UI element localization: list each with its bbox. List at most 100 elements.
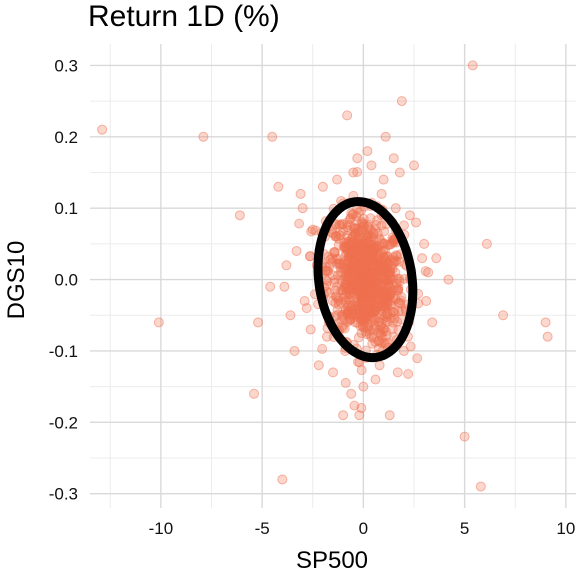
cluster-point (353, 273, 364, 284)
cluster-point (337, 314, 348, 325)
cluster-point (354, 237, 365, 248)
cluster-point (363, 242, 374, 253)
cluster-point (344, 306, 355, 317)
cluster-point (331, 230, 342, 241)
cluster-point (349, 246, 360, 257)
cluster-point (347, 308, 358, 319)
cluster-point (385, 287, 396, 298)
dense-point-cluster (294, 166, 431, 411)
cluster-point (365, 290, 376, 301)
cluster-point (370, 305, 381, 316)
cluster-point (385, 266, 396, 277)
cluster-point (329, 277, 340, 288)
cluster-point (370, 268, 381, 279)
cluster-point (358, 268, 369, 279)
cluster-point (336, 284, 347, 295)
cluster-point (325, 254, 336, 265)
cluster-point (362, 285, 373, 296)
cluster-point (368, 275, 379, 286)
cluster-point (372, 215, 383, 226)
data-point (265, 281, 276, 292)
cluster-point (333, 299, 344, 310)
cluster-point (329, 274, 340, 285)
cluster-point (375, 300, 386, 311)
cluster-point (384, 267, 395, 278)
cluster-point (368, 270, 379, 281)
data-point (313, 360, 324, 371)
cluster-point (380, 299, 391, 310)
cluster-point (365, 268, 376, 279)
cluster-point (337, 219, 348, 230)
cluster-point (379, 252, 390, 263)
cluster-point (359, 318, 370, 329)
cluster-point (364, 257, 375, 268)
cluster-point (351, 245, 362, 256)
cluster-point (348, 209, 359, 220)
cluster-point (357, 294, 368, 305)
cluster-point (346, 262, 357, 273)
cluster-point (381, 274, 392, 285)
cluster-point (337, 320, 348, 331)
cluster-point (387, 317, 398, 328)
cluster-point (356, 252, 367, 263)
cluster-point (396, 292, 407, 303)
cluster-point (380, 253, 391, 264)
cluster-point (379, 311, 390, 322)
cluster-point (364, 251, 375, 262)
cluster-point (346, 262, 357, 273)
cluster-point (351, 238, 362, 249)
cluster-point (378, 266, 389, 277)
cluster-point (353, 302, 364, 313)
data-point (352, 153, 363, 164)
cluster-point (362, 261, 373, 272)
cluster-point (335, 220, 346, 231)
cluster-point (356, 302, 367, 313)
data-point (249, 388, 260, 399)
cluster-point (382, 274, 393, 285)
cluster-point (356, 269, 367, 280)
cluster-point (350, 272, 361, 283)
cluster-point (386, 299, 397, 310)
cluster-point (375, 296, 386, 307)
cluster-point (385, 239, 396, 250)
y-tick-label: 0.2 (54, 128, 78, 147)
cluster-point (346, 267, 357, 278)
cluster-point (358, 292, 369, 303)
cluster-point (346, 285, 357, 296)
cluster-point (365, 311, 376, 322)
cluster-point (373, 281, 384, 292)
cluster-point (352, 283, 363, 294)
data-point (97, 124, 108, 135)
cluster-point (346, 240, 357, 251)
data-point (390, 203, 401, 214)
cluster-point (363, 296, 374, 307)
x-tick-label: 10 (556, 519, 575, 538)
chart-title: Return 1D (%) (88, 0, 280, 33)
cluster-point (384, 288, 395, 299)
cluster-point (366, 232, 377, 243)
cluster-point (374, 263, 385, 274)
cluster-point (385, 254, 396, 265)
cluster-point (354, 250, 365, 261)
cluster-point (366, 305, 377, 316)
cluster-point (340, 280, 351, 291)
cluster-point (366, 331, 377, 342)
cluster-point (339, 297, 350, 308)
cluster-point (373, 268, 384, 279)
cluster-point (377, 300, 388, 311)
cluster-point (346, 253, 357, 264)
cluster-point (361, 289, 372, 300)
cluster-point (366, 245, 377, 256)
cluster-point (360, 264, 371, 275)
data-point (431, 253, 442, 264)
cluster-point (349, 264, 360, 275)
cluster-point (340, 250, 351, 261)
cluster-point (388, 274, 399, 285)
cluster-point (362, 242, 373, 253)
cluster-point (403, 369, 414, 380)
cluster-point (347, 209, 358, 220)
cluster-point (379, 262, 390, 273)
cluster-point (362, 273, 373, 284)
cluster-point (374, 288, 385, 299)
